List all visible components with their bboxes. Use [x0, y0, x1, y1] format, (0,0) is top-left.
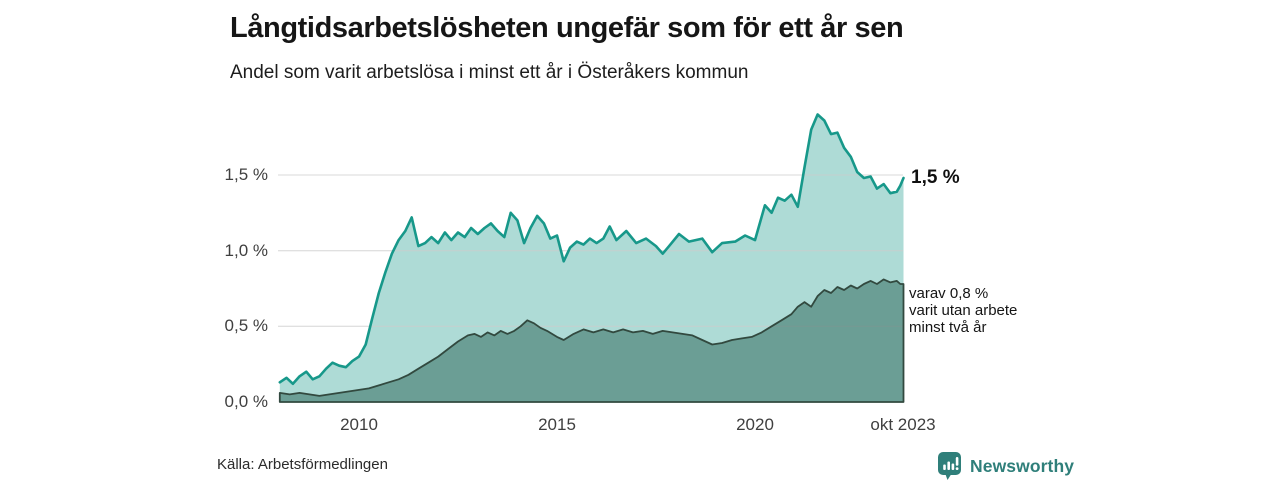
page-subtitle: Andel som varit arbetslösa i minst ett å…	[230, 62, 749, 83]
newsworthy-logo-icon	[938, 452, 961, 480]
series-total-line	[278, 113, 905, 386]
brand-lockup: Newsworthy	[937, 451, 1074, 480]
x-tick-label: 2010	[340, 415, 378, 434]
x-tick-label: 2020	[736, 415, 774, 434]
end-value-label-secondary: varav 0,8 % varit utan arbete minst två …	[909, 285, 1017, 336]
end-value-label-total: 1,5 %	[911, 167, 960, 189]
brand-name: Newsworthy	[970, 455, 1075, 476]
series-total-area	[279, 114, 904, 402]
x-tick-label: 2015	[538, 415, 576, 434]
series-secondary-area	[278, 278, 905, 403]
y-tick-label: 1,0 %	[224, 240, 268, 260]
annotation-line-1: varav 0,8 %	[909, 284, 989, 302]
annotation-line-2: varit utan arbete	[909, 301, 1018, 319]
annotation-line-3: minst två år	[909, 318, 987, 336]
source-note: Källa: Arbetsförmedlingen	[217, 456, 388, 473]
y-tick-label: 0,0 %	[224, 392, 268, 411]
y-tick-label: 1,5 %	[224, 165, 268, 184]
page-title: Långtidsarbetslösheten ungefär som för e…	[230, 12, 904, 44]
y-tick-label: 0,5 %	[224, 316, 268, 336]
x-tick-label: okt 2023	[870, 415, 936, 434]
